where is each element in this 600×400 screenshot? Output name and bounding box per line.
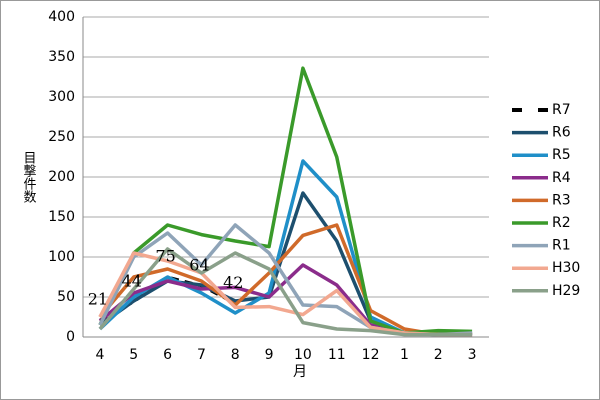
y-tick-label: 200 xyxy=(48,169,75,185)
data-label: 64 xyxy=(189,255,209,274)
x-tick-label: 2 xyxy=(434,347,443,363)
y-tick-label: 400 xyxy=(48,9,75,25)
legend-label: R7 xyxy=(552,102,571,118)
legend-label: R3 xyxy=(552,192,571,208)
x-tick-label: 5 xyxy=(129,347,138,363)
legend-label: R6 xyxy=(552,125,571,141)
x-tick-label: 12 xyxy=(362,347,380,363)
x-tick-label: 6 xyxy=(163,347,172,363)
x-tick-label: 9 xyxy=(265,347,274,363)
x-tick-label: 10 xyxy=(294,347,312,363)
legend-label: R2 xyxy=(552,215,571,231)
data-label: 44 xyxy=(122,271,142,290)
x-tick-label: 1 xyxy=(400,347,409,363)
data-label: 21 xyxy=(88,290,108,309)
y-axis-label: 目撃件数 xyxy=(21,151,37,203)
x-tick-label: 4 xyxy=(95,347,104,363)
x-tick-label: 11 xyxy=(328,347,346,363)
legend-label: H30 xyxy=(552,260,580,276)
y-tick-label: 50 xyxy=(57,289,75,305)
y-tick-label: 250 xyxy=(48,129,75,145)
y-tick-label: 300 xyxy=(48,89,75,105)
y-tick-label: 0 xyxy=(66,329,75,345)
legend-label: R1 xyxy=(552,238,571,254)
data-label: 42 xyxy=(223,273,243,292)
y-tick-label: 100 xyxy=(48,249,75,265)
x-tick-label: 8 xyxy=(231,347,240,363)
x-tick-label: 7 xyxy=(197,347,206,363)
series-line xyxy=(98,223,473,337)
x-axis-label: 月 xyxy=(293,364,307,380)
legend-label: R5 xyxy=(552,147,571,163)
y-tick-label: 350 xyxy=(48,49,75,65)
x-tick-label: 3 xyxy=(468,347,477,363)
y-tick-label: 150 xyxy=(48,209,75,225)
data-label: 75 xyxy=(155,247,175,266)
legend-label: R4 xyxy=(552,170,571,186)
legend-label: H29 xyxy=(552,283,580,299)
series-line xyxy=(98,247,473,337)
